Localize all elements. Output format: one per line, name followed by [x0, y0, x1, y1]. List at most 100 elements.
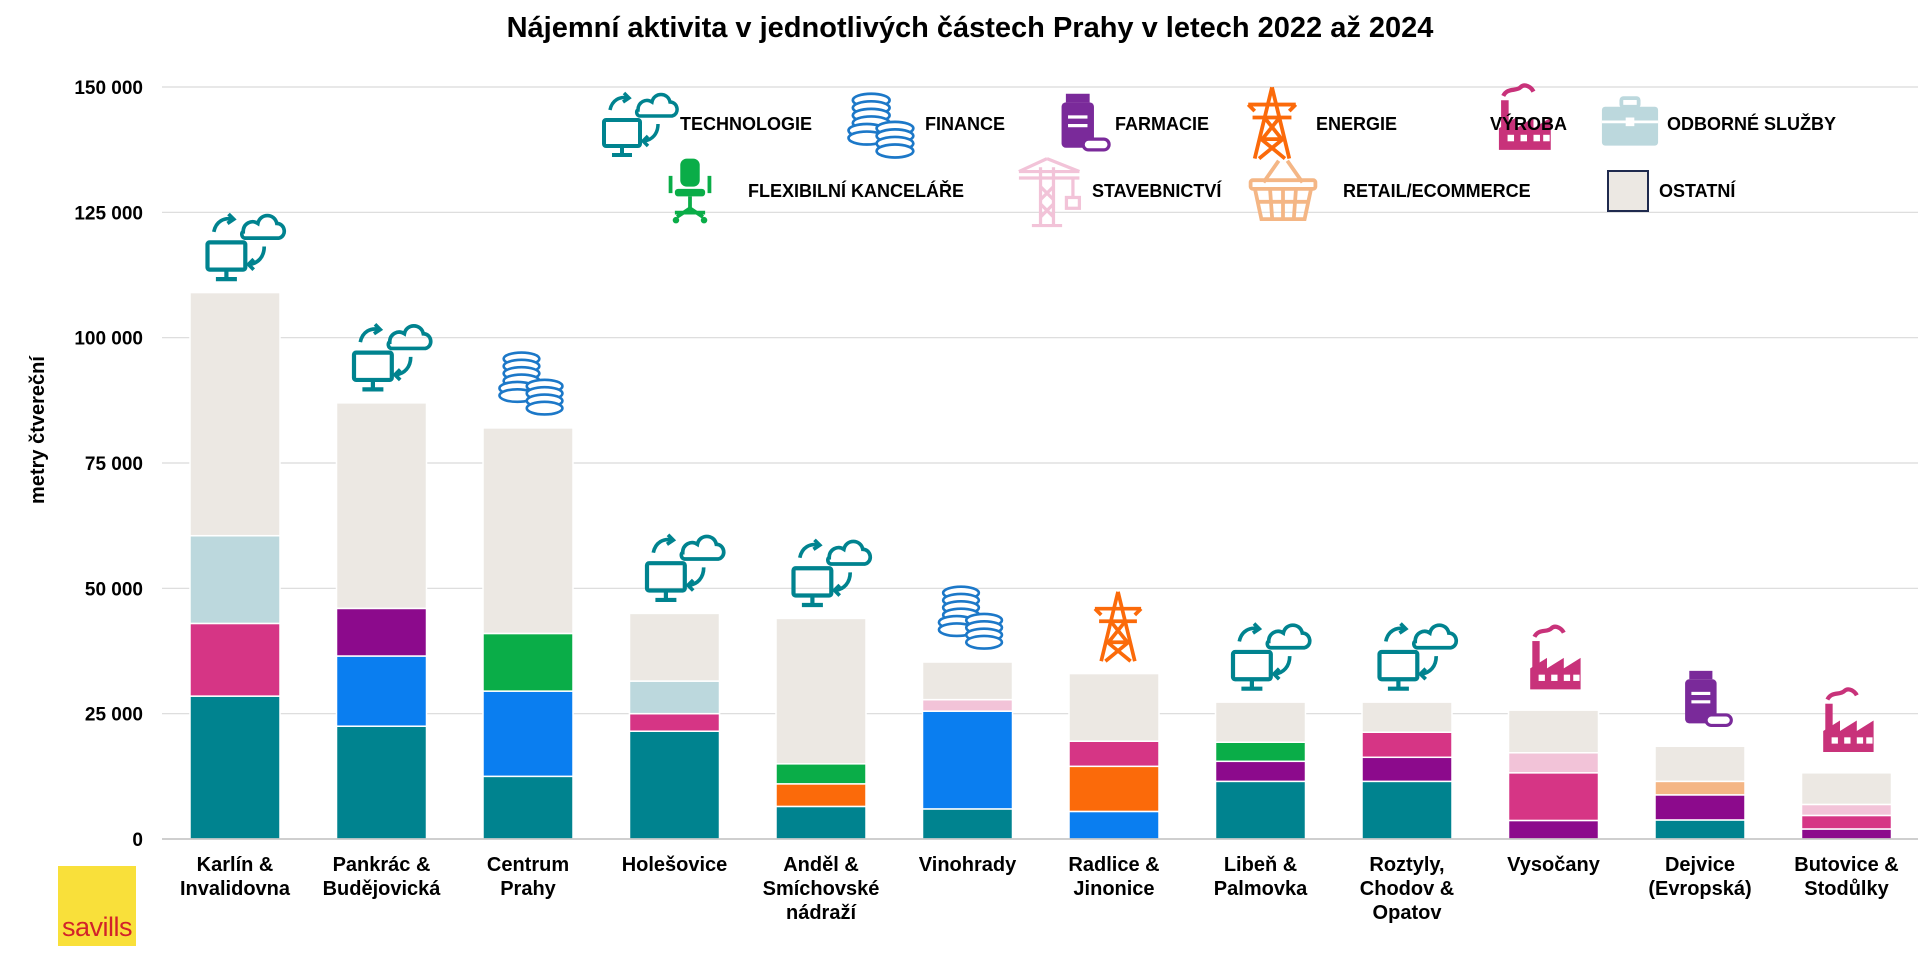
factory-icon: [1530, 624, 1581, 690]
legend: TECHNOLOGIE FINANCE FARMACIE ENERGIE VÝROBA O…: [602, 83, 1836, 228]
legend-item: RETAIL/ECOMMERCE: [1248, 159, 1531, 221]
coins-icon: [498, 351, 564, 416]
bar-segment: [189, 291, 281, 537]
power-pylon-icon: [1093, 591, 1143, 663]
bar-segment: [1068, 765, 1160, 813]
y-tick-label: 75 000: [85, 454, 143, 475]
bar-segment: [1507, 709, 1600, 754]
bar-segment: [775, 783, 867, 808]
monitor-cloud-icon: [602, 91, 679, 157]
legend-item: FARMACIE: [1061, 93, 1209, 152]
y-axis-ticks: 0 25 000 50 000 75 000 100 000 125 000 150 000: [74, 78, 143, 851]
bar-segment: [482, 775, 574, 840]
pill-bottle-icon: [1685, 670, 1733, 728]
bar-segment: [921, 710, 1014, 810]
coins-icon: [847, 92, 915, 159]
monitor-cloud-icon: [205, 212, 286, 282]
pill-bottle-icon: [1061, 93, 1111, 152]
coins-icon: [937, 585, 1004, 650]
bar-segment: [628, 712, 721, 732]
legend-item: FINANCE: [847, 92, 1005, 159]
legend-item: TECHNOLOGIE: [602, 91, 812, 157]
bar-segment: [1507, 772, 1600, 822]
savills-logo: savills: [58, 866, 136, 946]
gridlines: [162, 86, 1918, 715]
legend-label: FLEXIBILNÍ KANCELÁŘE: [748, 180, 964, 201]
x-category-label: Karlín & Invalidovna: [180, 854, 291, 900]
x-category-label: Vinohrady: [919, 854, 1017, 876]
bar-segment: [335, 607, 428, 657]
bar-segment: [628, 730, 721, 840]
y-tick-label: 50 000: [85, 579, 143, 600]
x-category-label: Radlice & Jinonice: [1068, 854, 1159, 900]
bar-segment: [482, 427, 574, 635]
bar-segment: [775, 805, 867, 840]
bar-segment: [1800, 803, 1893, 817]
legend-item: VÝROBA: [1490, 83, 1567, 150]
legend-label: OSTATNÍ: [1659, 180, 1736, 201]
bar-segment: [189, 695, 281, 840]
monitor-cloud-icon: [351, 322, 433, 392]
bar-segment: [482, 632, 574, 692]
x-category-label: Dejvice (Evropská): [1648, 854, 1751, 900]
bar-segment: [1507, 819, 1600, 840]
y-tick-label: 0: [132, 830, 143, 851]
x-category-label: Butovice & Stodůlky: [1794, 854, 1898, 900]
bar-segment: [1214, 780, 1307, 840]
bar-segment: [335, 402, 428, 610]
power-pylon-icon: [1246, 86, 1298, 161]
legend-item: FLEXIBILNÍ KANCELÁŘE: [668, 158, 964, 224]
x-category-label: Holešovice: [622, 854, 728, 876]
bar-segment: [335, 725, 428, 840]
bar-top-icons: [205, 212, 1874, 753]
bar-segment: [1507, 752, 1600, 774]
legend-label: RETAIL/ECOMMERCE: [1343, 181, 1531, 201]
briefcase-icon: [1601, 96, 1659, 146]
bar-segment: [1654, 819, 1746, 840]
y-tick-label: 125 000: [74, 203, 143, 224]
bar-segment: [1361, 780, 1453, 840]
bar-segment: [628, 612, 721, 682]
bar-segment: [1068, 810, 1160, 840]
x-category-label: Pankrác & Budějovická: [323, 854, 442, 900]
bar-segment: [1214, 741, 1307, 763]
bar-segment: [189, 622, 281, 697]
factory-icon: [1823, 687, 1874, 753]
square-swatch-icon: [1607, 170, 1649, 212]
legend-label: FARMACIE: [1115, 114, 1209, 134]
bar-segment: [1800, 814, 1893, 830]
bar-segment: [189, 534, 281, 625]
bar-segment: [1068, 740, 1160, 768]
bar-segment: [335, 655, 428, 727]
bars: [189, 291, 1893, 840]
y-tick-label: 25 000: [85, 705, 143, 726]
bar-segment: [1800, 772, 1893, 806]
bar-segment: [1214, 760, 1307, 783]
basket-icon: [1248, 159, 1318, 221]
factory-icon: [1498, 83, 1551, 150]
x-category-label: Centrum Prahy: [487, 854, 569, 900]
legend-label: TECHNOLOGIE: [680, 114, 812, 134]
bar-segment: [775, 763, 867, 785]
bar-segment: [628, 680, 721, 715]
y-axis-label: metry čtvereční: [27, 355, 49, 504]
bar-segment: [1654, 745, 1746, 783]
office-chair-icon: [668, 158, 712, 224]
bar-segment: [1800, 828, 1893, 840]
legend-item: ENERGIE: [1246, 86, 1397, 161]
legend-item: OSTATNÍ: [1607, 170, 1736, 212]
legend-label: ODBORNÉ SLUŽBY: [1667, 113, 1836, 134]
bar-segment: [1361, 756, 1453, 783]
bar-segment: [482, 690, 574, 778]
monitor-cloud-icon: [791, 538, 872, 608]
chart-title: Nájemní aktivita v jednotlivých částech …: [506, 12, 1434, 44]
legend-label: FINANCE: [925, 114, 1005, 134]
bar-segment: [1361, 731, 1453, 759]
monitor-cloud-icon: [1377, 622, 1458, 691]
x-category-label: Libeň & Palmovka: [1214, 854, 1308, 900]
monitor-cloud-icon: [1230, 622, 1312, 691]
bar-segment: [921, 661, 1014, 701]
crane-icon: [1018, 157, 1082, 228]
logo-text: savills: [61, 912, 133, 942]
bar-segment: [1361, 701, 1453, 733]
